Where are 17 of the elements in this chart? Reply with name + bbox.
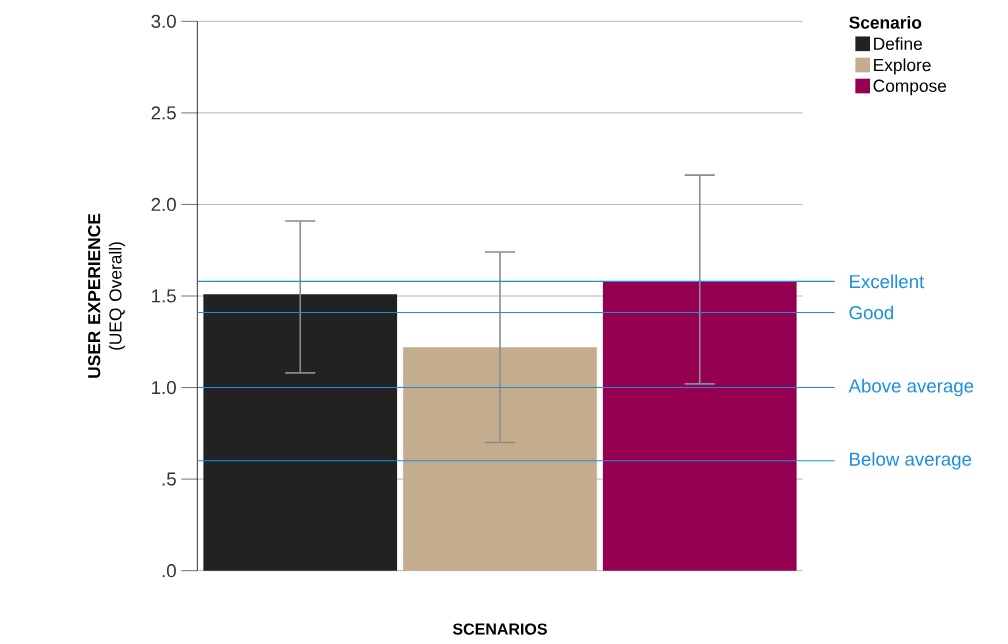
legend-label: Compose <box>873 79 947 96</box>
y-tick-label: .0 <box>162 564 176 578</box>
ref-line-label: Below average <box>850 452 972 470</box>
ref-line-label: Above average <box>848 378 974 397</box>
y-tick-label: 2.0 <box>151 197 176 212</box>
legend-title: Scenario <box>849 15 922 29</box>
legend-label: Explore <box>874 58 931 75</box>
y-tick-label: 3.0 <box>151 14 176 28</box>
y-tick-label: 1.0 <box>152 380 176 395</box>
y-tick-label: 2.5 <box>151 106 176 120</box>
y-axis-title: USER EXPERIENCE (UEQ Overall) <box>88 213 126 378</box>
ref-line-label: Excellent <box>850 274 925 289</box>
y-tick-label: 1.5 <box>152 289 176 303</box>
x-axis-title: SCENARIOS <box>452 623 547 635</box>
y-tick-label: .5 <box>162 472 176 486</box>
legend-label: Define <box>874 37 923 50</box>
ref-line-label: Good <box>849 305 893 320</box>
